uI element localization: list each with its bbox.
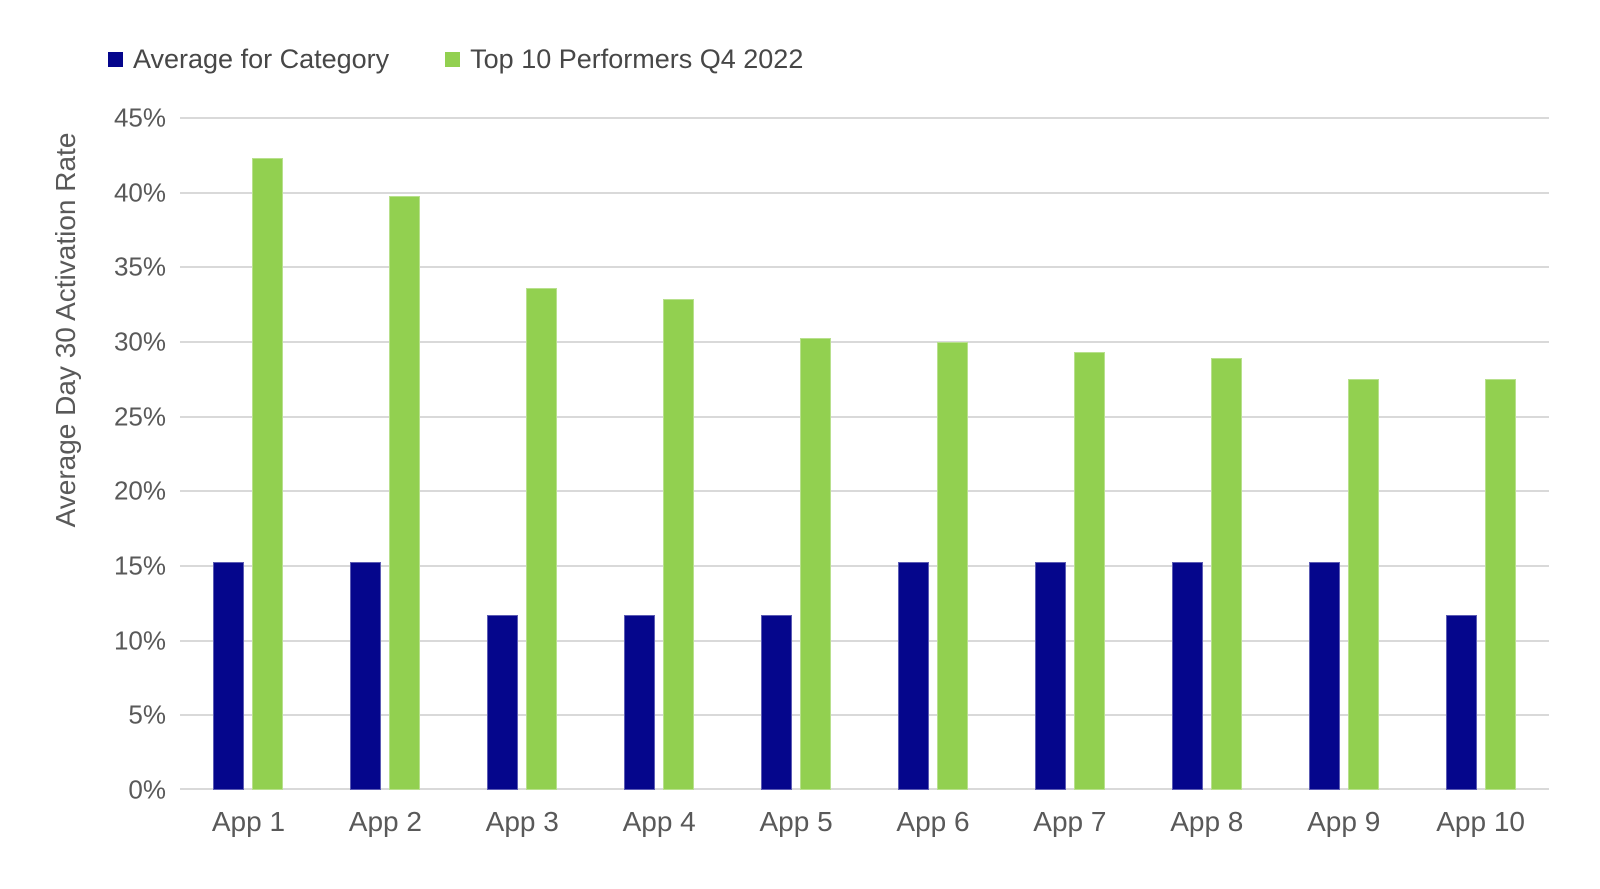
- bar-group-app-7: [1001, 118, 1138, 790]
- gridline-20: [180, 490, 1549, 493]
- y-axis-tick-labels: 0% 5% 10% 15% 20% 25% 30% 35% 40% 45%: [0, 103, 166, 805]
- gridline-15: [180, 565, 1549, 567]
- y-tick-label-45: 45%: [113, 102, 166, 133]
- chart-legend: Average for Category Top 10 Performers Q…: [108, 44, 803, 75]
- y-tick-label-30: 30%: [113, 326, 166, 357]
- bar-average-for-category-app-3: [487, 615, 519, 790]
- plot-area: [180, 117, 1549, 790]
- bar-average-for-category-app-1: [213, 561, 245, 790]
- legend-label-category-average: Average for Category: [133, 44, 390, 74]
- x-label-app-6: App 6: [896, 806, 970, 837]
- y-tick-label-40: 40%: [113, 177, 166, 208]
- y-tick-label-5: 5%: [128, 699, 166, 730]
- bar-group-app-8: [1138, 118, 1275, 790]
- gridline-40: [180, 191, 1549, 194]
- bar-groups: [180, 118, 1549, 790]
- bar-top-10-performers-q4-2022-app-1: [252, 158, 284, 790]
- bar-average-for-category-app-10: [1445, 615, 1477, 790]
- bar-average-for-category-app-9: [1308, 561, 1340, 790]
- y-tick-label-35: 35%: [113, 251, 166, 282]
- bar-top-10-performers-q4-2022-app-7: [1073, 352, 1105, 790]
- x-label-app-7: App 7: [1033, 806, 1107, 837]
- bar-top-10-performers-q4-2022-app-6: [936, 342, 968, 790]
- bar-average-for-category-app-7: [1034, 561, 1066, 790]
- bar-average-for-category-app-8: [1171, 561, 1203, 790]
- bar-top-10-performers-q4-2022-app-9: [1347, 379, 1379, 790]
- x-label-app-1: App 1: [211, 806, 286, 837]
- legend-swatch-category-average-icon: [108, 52, 123, 67]
- gridline-10: [180, 639, 1549, 642]
- gridline-30: [180, 341, 1549, 343]
- bar-group-app-4: [591, 118, 728, 790]
- bar-average-for-category-app-4: [624, 615, 656, 790]
- y-tick-label-25: 25%: [113, 401, 166, 432]
- bar-top-10-performers-q4-2022-app-2: [389, 195, 421, 790]
- bar-group-app-6: [865, 118, 1002, 790]
- gridline-45: [180, 117, 1549, 119]
- bar-top-10-performers-q4-2022-app-3: [526, 288, 558, 790]
- bar-group-app-3: [454, 118, 591, 790]
- gridline-35: [180, 266, 1549, 269]
- x-label-app-4: App 4: [622, 806, 696, 837]
- bar-average-for-category-app-5: [761, 615, 793, 790]
- bar-group-app-9: [1275, 118, 1412, 790]
- legend-item-category-average: Average for Category: [108, 44, 389, 75]
- gridline-0: [180, 788, 1549, 790]
- gridline-25: [180, 415, 1549, 418]
- bar-group-app-10: [1412, 118, 1549, 790]
- y-tick-label-10: 10%: [113, 625, 166, 656]
- y-tick-label-15: 15%: [113, 550, 166, 581]
- x-label-app-3: App 3: [485, 806, 559, 837]
- legend-swatch-top-performers-icon: [445, 52, 461, 67]
- gridline-5: [180, 714, 1549, 717]
- bar-top-10-performers-q4-2022-app-10: [1484, 379, 1516, 790]
- bar-group-app-1: [180, 118, 317, 790]
- bar-average-for-category-app-2: [350, 561, 382, 790]
- legend-item-top-performers: Top 10 Performers Q4 2022: [445, 44, 803, 75]
- x-label-app-2: App 2: [348, 806, 422, 837]
- x-label-app-8: App 8: [1170, 806, 1244, 837]
- bar-average-for-category-app-6: [897, 561, 929, 790]
- bar-top-10-performers-q4-2022-app-4: [663, 298, 695, 790]
- x-label-app-5: App 5: [759, 806, 833, 837]
- bar-group-app-5: [728, 118, 865, 790]
- y-tick-label-20: 20%: [113, 475, 166, 506]
- x-label-app-10: App 10: [1436, 806, 1525, 837]
- bar-group-app-2: [317, 118, 454, 790]
- y-tick-label-0: 0%: [128, 774, 166, 805]
- bar-top-10-performers-q4-2022-app-8: [1210, 358, 1242, 790]
- legend-label-top-performers: Top 10 Performers Q4 2022: [470, 44, 804, 74]
- bar-top-10-performers-q4-2022-app-5: [800, 337, 832, 790]
- x-axis-category-labels: App 1 App 2 App 3 App 4 App 5 App 6 App 7 App 8…: [180, 806, 1549, 838]
- x-label-app-9: App 9: [1307, 806, 1381, 837]
